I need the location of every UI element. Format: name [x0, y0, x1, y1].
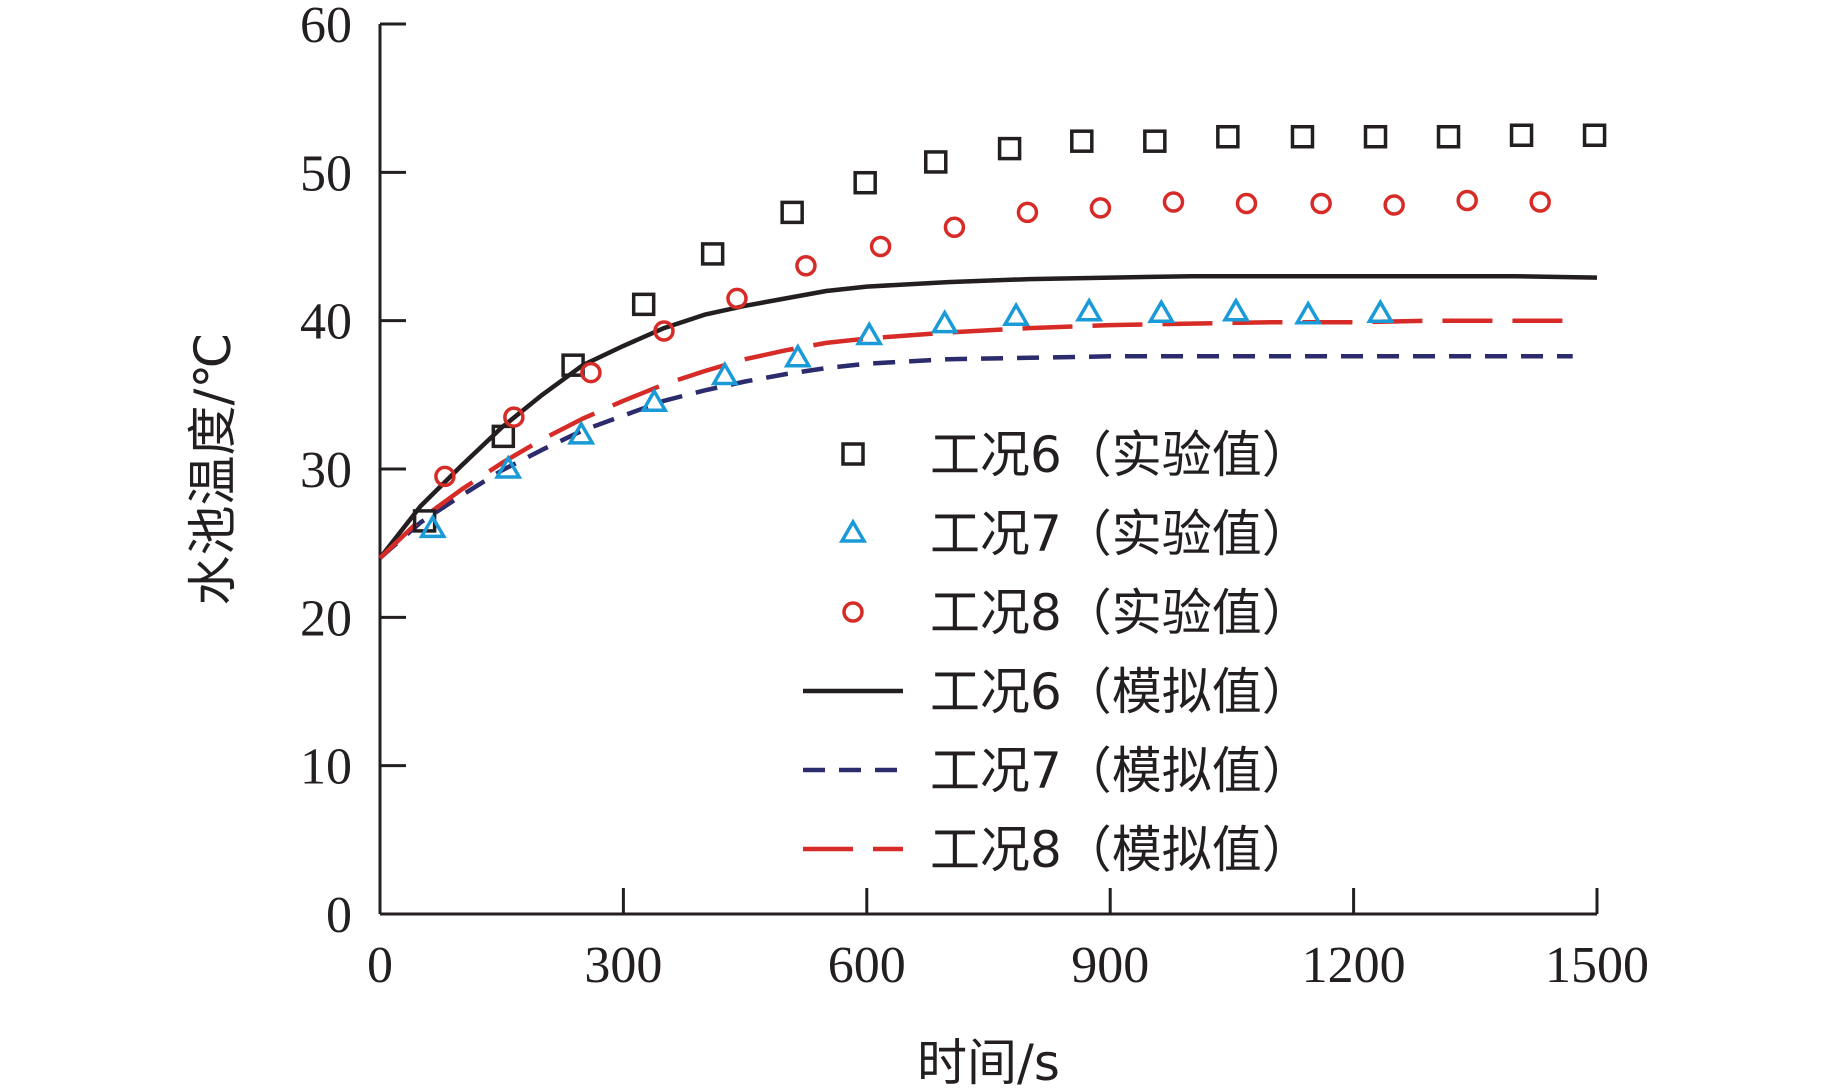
y-tick-label: 30 [300, 442, 352, 499]
data-point [561, 353, 585, 377]
series-markers [412, 123, 1607, 539]
data-point [434, 465, 456, 488]
data-point [1089, 197, 1112, 219]
data-point [1294, 300, 1323, 325]
data-point [1075, 297, 1104, 322]
data-point [418, 513, 447, 539]
data-point [1509, 123, 1534, 147]
data-point [1143, 129, 1167, 153]
data-point [1363, 124, 1388, 149]
data-point [853, 170, 877, 195]
data-point [700, 242, 725, 266]
data-point [997, 136, 1022, 161]
legend-label-3: 工况8（实验值） [930, 584, 1312, 642]
series-line-5 [378, 354, 1573, 560]
legend-label-4: 工况6（模拟值） [930, 663, 1312, 721]
x-tick-label: 900 [1071, 937, 1149, 994]
x-tick-label: 1200 [1302, 937, 1406, 994]
x-tick-label: 600 [828, 937, 906, 994]
data-point [491, 424, 516, 449]
data-point [1582, 123, 1607, 147]
data-point [1383, 194, 1405, 216]
data-point [1456, 189, 1478, 212]
data-point [1235, 192, 1258, 215]
data-point [726, 287, 748, 310]
legend: 工况6（实验值） 工况7（实验值） 工况8（实验值） 工况6（模拟值） 工况7（模拟值）… [803, 426, 1312, 879]
data-point [1290, 124, 1315, 149]
y-tick-label: 50 [300, 145, 352, 202]
data-point [1436, 124, 1461, 149]
series-markers-2 [418, 297, 1395, 539]
y-tick-label: 20 [300, 590, 352, 647]
y-tick-label: 0 [326, 887, 352, 944]
data-point [780, 200, 804, 225]
legend-label-2: 工况7（实验值） [930, 505, 1312, 563]
data-point [580, 361, 602, 384]
data-point [855, 321, 884, 346]
legend-symbol-3 [842, 601, 864, 623]
y-tick-label: 10 [300, 739, 352, 796]
data-point [1162, 191, 1185, 213]
data-point [783, 343, 812, 368]
x-tick-label: 300 [584, 937, 662, 994]
legend-symbol-1 [841, 442, 865, 466]
x-tick-label: 1500 [1545, 937, 1649, 994]
data-point [1016, 201, 1039, 224]
data-point [494, 454, 523, 479]
data-point [943, 216, 966, 238]
x-axis-title: 时间/s [917, 1034, 1060, 1091]
data-point [710, 361, 739, 386]
data-point [1310, 192, 1332, 215]
legend-label-6: 工况8（模拟值） [930, 821, 1312, 879]
data-point [653, 320, 675, 342]
data-point [869, 235, 892, 258]
data-point [930, 309, 959, 334]
y-tick-label: 60 [300, 0, 352, 54]
legend-label-5: 工况7（模拟值） [930, 742, 1312, 800]
y-axis-title: 水池温度/℃ [184, 333, 242, 606]
data-point [503, 406, 525, 428]
legend-label-1: 工况6（实验值） [930, 426, 1312, 484]
data-point [631, 292, 656, 317]
data-point [567, 420, 596, 445]
data-point [1216, 124, 1240, 149]
data-point [1366, 298, 1395, 323]
data-point [1070, 129, 1094, 153]
data-point [924, 150, 948, 174]
series-markers-1 [412, 123, 1607, 533]
legend-symbol-2 [838, 518, 868, 543]
x-tick-label: 0 [367, 937, 393, 994]
data-point [1221, 297, 1250, 322]
y-tick-label: 40 [300, 294, 352, 351]
data-point [1002, 301, 1031, 326]
data-point [795, 255, 817, 277]
series-markers-3 [434, 189, 1551, 488]
data-point [1147, 298, 1176, 323]
data-point [640, 387, 669, 412]
data-point [1529, 191, 1551, 213]
